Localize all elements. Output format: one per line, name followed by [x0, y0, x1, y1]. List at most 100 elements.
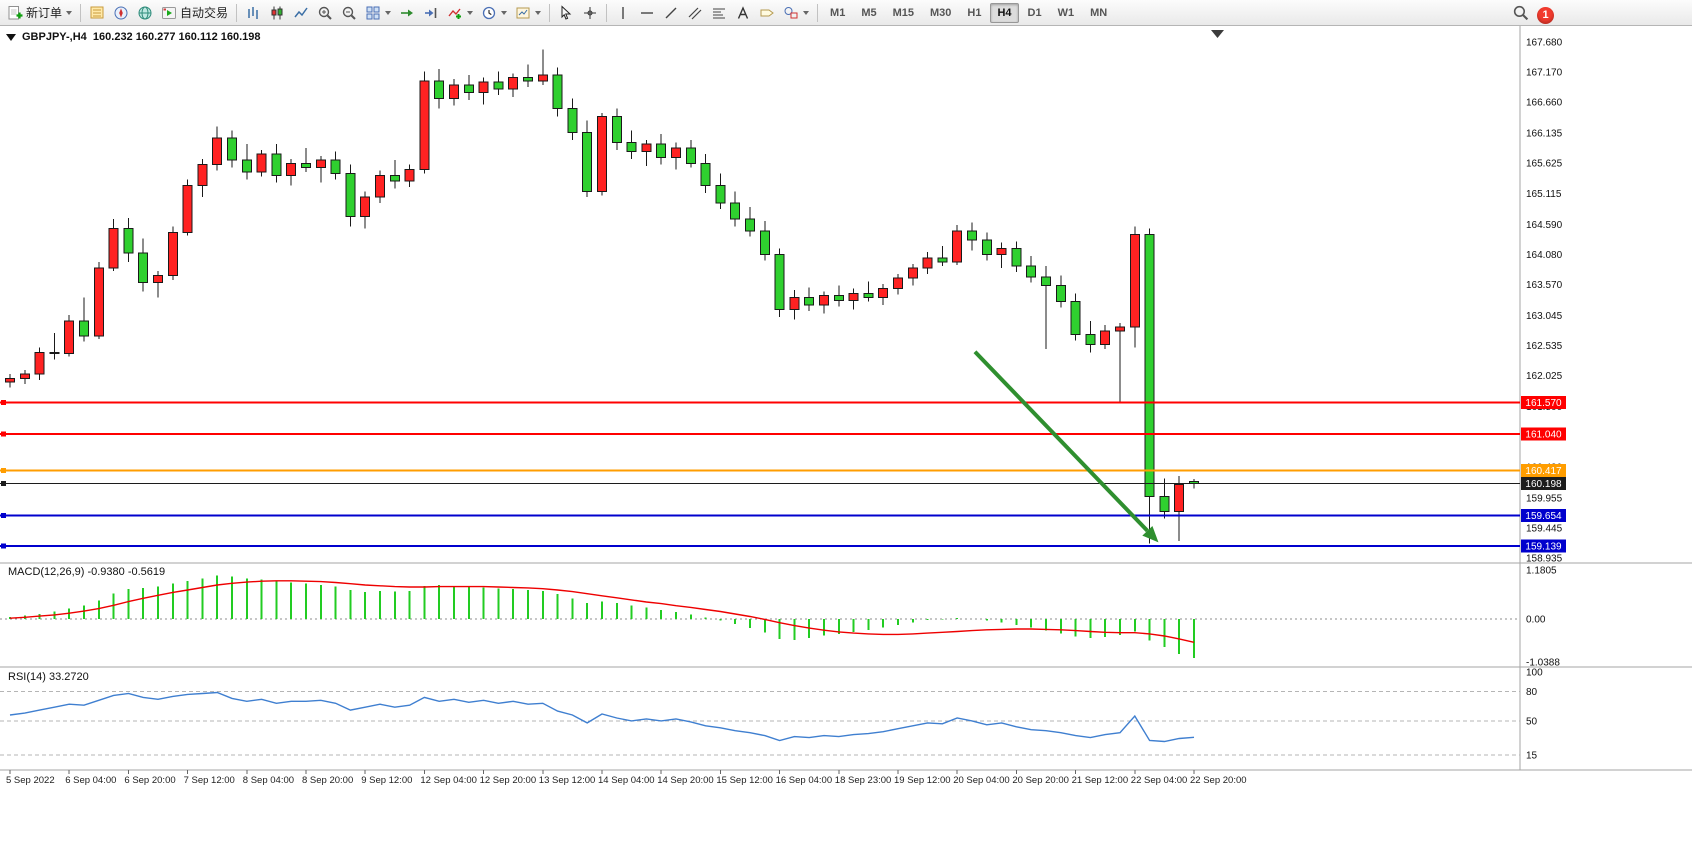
svg-text:167.170: 167.170: [1526, 68, 1563, 79]
candle: [1041, 266, 1051, 349]
svg-text:159.955: 159.955: [1526, 493, 1563, 504]
svg-text:20 Sep 20:00: 20 Sep 20:00: [1012, 775, 1069, 786]
candle: [419, 71, 430, 174]
zoom-out-button[interactable]: [337, 2, 361, 24]
timeframe-m1[interactable]: M1: [823, 3, 852, 23]
candle: [567, 98, 578, 140]
tile-windows-button[interactable]: [361, 2, 395, 24]
line-chart-button[interactable]: [289, 2, 313, 24]
timeframe-m5[interactable]: M5: [854, 3, 883, 23]
svg-text:158.935: 158.935: [1526, 553, 1563, 564]
chart-canvas[interactable]: 167.680 167.170 166.660 166.135 165.625 165.1…: [0, 26, 1692, 853]
chevron-down-icon: [535, 10, 542, 15]
svg-text:22 Sep 04:00: 22 Sep 04:00: [1131, 775, 1188, 786]
fibonacci-button[interactable]: [707, 2, 731, 24]
chart-shift-button[interactable]: [419, 2, 443, 24]
svg-text:159.445: 159.445: [1526, 523, 1563, 534]
chart-shift-marker-icon[interactable]: [1211, 30, 1224, 38]
svg-text:14 Sep 20:00: 14 Sep 20:00: [657, 775, 714, 786]
chart-region[interactable]: 167.680 167.170 166.660 166.135 165.625 165.1…: [0, 26, 1692, 853]
candle: [93, 262, 104, 339]
candle: [863, 281, 874, 302]
timeframe-h4[interactable]: H4: [990, 2, 1019, 23]
price-line-support[interactable]: 159.139: [0, 539, 1566, 553]
candle: [360, 191, 371, 229]
candles-layer: [5, 49, 1199, 544]
new-order-button[interactable]: 新订单: [3, 2, 76, 24]
tile-windows-icon: [365, 5, 381, 21]
svg-text:163.570: 163.570: [1526, 280, 1563, 291]
search-icon[interactable]: [1512, 4, 1529, 26]
text-button[interactable]: [731, 2, 755, 24]
svg-text:161.040: 161.040: [1525, 429, 1562, 440]
trendline-button[interactable]: [659, 2, 683, 24]
bar-chart-button[interactable]: [241, 2, 265, 24]
candle: [700, 154, 711, 194]
templates-button[interactable]: [511, 2, 545, 24]
terminal-button[interactable]: [133, 2, 157, 24]
one-click-trading-icon[interactable]: [6, 33, 16, 41]
price-line-resistance[interactable]: 161.570: [0, 395, 1566, 409]
shapes-button[interactable]: [779, 2, 813, 24]
timeframe-mn[interactable]: MN: [1083, 3, 1114, 23]
svg-text:162.025: 162.025: [1526, 371, 1563, 382]
candle: [256, 149, 267, 177]
trend-arrow-annotation[interactable]: [973, 350, 1159, 543]
crosshair-button[interactable]: [578, 2, 602, 24]
auto-trading-icon: [161, 5, 177, 21]
chart-info: GBPJPY-,H4 160.232 160.277 160.112 160.1…: [6, 31, 261, 43]
timeframe-h1[interactable]: H1: [960, 3, 988, 23]
timeframe-m15[interactable]: M15: [886, 3, 921, 23]
text-icon: [735, 5, 751, 21]
price-line-resistance[interactable]: 161.040: [0, 427, 1566, 441]
svg-text:160.417: 160.417: [1525, 466, 1562, 477]
price-line-bid[interactable]: 160.198: [0, 476, 1566, 490]
candle: [286, 158, 297, 186]
cursor-button[interactable]: [554, 2, 578, 24]
candle: [389, 160, 400, 189]
candle: [1055, 275, 1066, 308]
candle: [19, 370, 30, 385]
notification-badge[interactable]: 1: [1537, 6, 1554, 24]
candlestick-chart-button[interactable]: [265, 2, 289, 24]
candlestick-chart-icon: [269, 5, 285, 21]
candle: [404, 164, 415, 188]
svg-text:-1.0388: -1.0388: [1526, 658, 1560, 669]
zoom-in-button[interactable]: [313, 2, 337, 24]
candle: [434, 69, 445, 109]
candle: [641, 139, 652, 166]
chevron-down-icon: [66, 10, 73, 15]
svg-text:166.135: 166.135: [1526, 129, 1563, 140]
periods-button[interactable]: [477, 2, 511, 24]
timeframe-w1[interactable]: W1: [1051, 3, 1082, 23]
label-button[interactable]: [755, 2, 779, 24]
vertical-line-button[interactable]: [611, 2, 635, 24]
svg-text:167.680: 167.680: [1526, 38, 1563, 49]
svg-text:14 Sep 04:00: 14 Sep 04:00: [598, 775, 655, 786]
price-line-support[interactable]: 159.654: [0, 509, 1566, 523]
market-watch-button[interactable]: [85, 2, 109, 24]
candle: [449, 79, 459, 106]
navigator-icon: [113, 5, 129, 21]
candle: [271, 144, 282, 183]
horizontal-line-button[interactable]: [635, 2, 659, 24]
indicators-button[interactable]: [443, 2, 477, 24]
candle: [1070, 293, 1081, 341]
svg-text:163.045: 163.045: [1526, 311, 1563, 322]
timeframe-d1[interactable]: D1: [1021, 3, 1049, 23]
candle: [1129, 226, 1140, 348]
timeframe-m30[interactable]: M30: [923, 3, 958, 23]
channel-button[interactable]: [683, 2, 707, 24]
svg-text:13 Sep 12:00: 13 Sep 12:00: [539, 775, 596, 786]
auto-scroll-button[interactable]: [395, 2, 419, 24]
indicators-icon: [447, 5, 463, 21]
navigator-button[interactable]: [109, 2, 133, 24]
candle: [241, 144, 252, 180]
candle: [493, 71, 504, 96]
auto-trading-button[interactable]: 自动交易: [157, 2, 232, 24]
price-line-alert[interactable]: 160.417: [0, 464, 1566, 478]
svg-text:164.590: 164.590: [1526, 220, 1563, 231]
svg-text:0.00: 0.00: [1526, 615, 1546, 626]
svg-text:162.535: 162.535: [1526, 341, 1563, 352]
candle: [227, 130, 237, 168]
